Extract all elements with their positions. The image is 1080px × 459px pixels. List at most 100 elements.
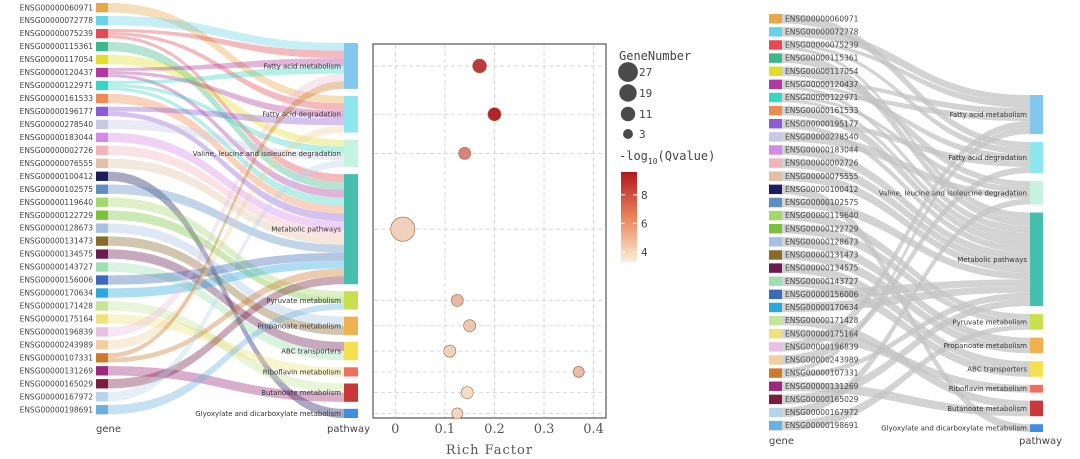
left-gene-label: ENSG00000100412 (20, 172, 94, 181)
right-gene-label: ENSG00000278540 (785, 132, 859, 141)
right-gene-bar (769, 381, 782, 391)
right-gene-bar (769, 302, 782, 313)
left-gene-label: ENSG00000122729 (20, 211, 94, 220)
left-link (108, 125, 344, 350)
left-pathway-bar (344, 139, 358, 168)
left-gene-label: ENSG00000134575 (20, 250, 94, 259)
left-pathway-label: Metabolic pathways (271, 226, 341, 234)
left-link (108, 106, 344, 126)
left-link (108, 41, 344, 190)
left-gene-bar (96, 327, 108, 337)
right-link (782, 92, 1030, 121)
right-gene-label: ENSG00000143727 (785, 277, 859, 286)
size-legend-value: 27 (639, 66, 652, 79)
left-gene-bar (96, 119, 108, 130)
right-link (782, 123, 1030, 253)
right-gene-label: ENSG00000196839 (785, 342, 859, 351)
right-pathway-label: Propanoate metabolism (944, 342, 1028, 350)
left-link (108, 54, 344, 147)
right-pathway-label: Fatty acid degradation (948, 154, 1027, 162)
left-link (108, 210, 344, 304)
left-link (108, 93, 344, 214)
size-legend-dot (623, 129, 633, 139)
right-gene-bar (769, 66, 782, 76)
left-link (108, 160, 344, 402)
left-gene-bar (96, 275, 108, 285)
right-pathway-bar (1030, 384, 1043, 393)
right-gene-label: ENSG00000100412 (785, 185, 859, 194)
left-gene-label: ENSG00000131269 (20, 366, 94, 375)
left-pathway-label: Glyoxylate and dicarboxylate metabolism (195, 410, 341, 418)
right-gene-label: ENSG00000156006 (785, 290, 859, 299)
right-link (782, 132, 1030, 199)
right-gene-bar (769, 132, 782, 142)
right-link (782, 263, 1030, 370)
left-gene-label: ENSG00000243989 (20, 340, 94, 349)
left-link (108, 58, 344, 71)
right-gene-bar (769, 342, 782, 352)
right-link (782, 324, 1030, 431)
left-link (108, 81, 344, 358)
right-gene-label: ENSG00000243989 (785, 356, 859, 365)
bubble-point (451, 407, 464, 420)
right-link (782, 14, 1030, 149)
left-gene-bar (96, 249, 108, 259)
left-gene-bar (96, 340, 108, 350)
left-gene-axis-label: gene (96, 424, 121, 435)
right-gene-bar (769, 237, 782, 247)
right-gene-bar (769, 14, 782, 24)
left-gene-bar (96, 3, 108, 13)
right-gene-bar (769, 119, 782, 129)
right-gene-label: ENSG00000060971 (785, 14, 859, 23)
right-pathway-label: Glyoxylate and dicarboxylate metabolism (881, 425, 1027, 433)
left-link (108, 70, 344, 118)
left-link (108, 260, 344, 298)
left-link (108, 303, 344, 415)
bubble-point (463, 319, 477, 333)
left-gene-label: ENSG00000060971 (20, 3, 94, 12)
left-gene-label: ENSG00000183044 (20, 133, 94, 142)
left-link (108, 87, 344, 206)
right-gene-bar (769, 368, 782, 378)
size-legend-dot (619, 84, 637, 102)
right-pathway-bar (1030, 212, 1043, 307)
left-gene-label: ENSG00000115361 (20, 42, 94, 51)
left-gene-bar (96, 405, 108, 415)
left-link (108, 83, 344, 154)
right-gene-bar (769, 197, 782, 208)
right-gene-label: ENSG00000198691 (785, 421, 859, 430)
right-gene-label: ENSG00000175164 (785, 329, 859, 338)
right-pathway-label: Riboflavin metabolism (949, 385, 1027, 393)
left-link (108, 252, 344, 285)
right-link (782, 198, 1030, 418)
right-gene-label: ENSG00000131473 (785, 251, 859, 260)
right-link (782, 119, 1030, 167)
left-gene-bar (96, 171, 108, 181)
right-gene-bar (769, 276, 782, 286)
left-gene-bar (96, 41, 108, 52)
left-gene-bar (96, 132, 108, 143)
right-gene-label: ENSG00000075555 (785, 172, 859, 181)
right-link (782, 46, 1030, 220)
left-link (108, 28, 344, 59)
left-gene-label: ENSG00000131473 (20, 237, 94, 246)
left-gene-label: ENSG00000122971 (20, 81, 94, 90)
left-gene-bar (96, 106, 108, 117)
left-pathway-bar (344, 367, 358, 377)
right-gene-label: ENSG00000122971 (785, 93, 859, 102)
right-link (782, 279, 1030, 300)
right-gene-label: ENSG00000195177 (785, 119, 859, 128)
left-pathway-label: Fatty acid degradation (262, 111, 341, 119)
size-legend-value: 19 (639, 87, 652, 100)
right-pathway-axis-label: pathway (1019, 436, 1062, 447)
right-gene-bar (769, 158, 782, 168)
left-link (108, 262, 344, 361)
bubble-plot: 0 0.1 0.2 0.3 0.4 Rich Factor (372, 43, 607, 458)
bubble-point (487, 107, 502, 122)
right-gene-bar (769, 224, 782, 234)
left-gene-label: ENSG00000278540 (20, 120, 94, 129)
left-pathway-label: Propanoate metabolism (258, 322, 342, 330)
right-gene-bar (769, 420, 782, 431)
left-pathway-bar (344, 291, 358, 310)
right-gene-label: ENSG00000134575 (785, 264, 859, 273)
